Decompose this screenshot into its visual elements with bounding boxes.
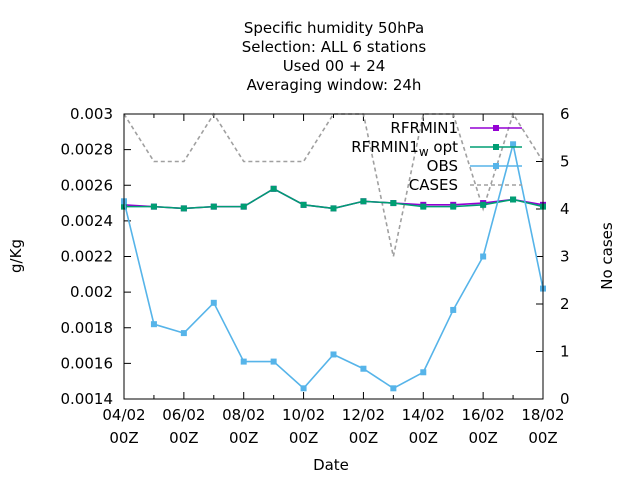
x-tick-label: 14/02 (402, 406, 445, 424)
data-point (150, 321, 157, 328)
y2-tick-label: 5 (560, 153, 570, 171)
data-point (270, 358, 277, 365)
x-tick-label: 10/02 (282, 406, 325, 424)
data-point (480, 253, 487, 260)
x-tick-label-time: 00Z (349, 429, 378, 447)
legend-label: RFRMIN1w opt (351, 138, 458, 159)
data-point (210, 299, 217, 306)
series-1 (121, 185, 546, 212)
y-tick-label: 0.0024 (61, 212, 114, 230)
legend-label-main: RFRMIN1 (351, 138, 419, 156)
y-tick-label: 0.0022 (61, 248, 114, 266)
y-tick-label: 0.002 (70, 283, 113, 301)
legend-entry: OBS (427, 157, 522, 175)
y-tick-label: 0.0026 (61, 176, 114, 194)
x-tick-label-time: 00Z (289, 429, 318, 447)
legend-entry: RFRMIN1w opt (351, 138, 522, 159)
y-axis-label: g/Kg (7, 239, 25, 273)
x-tick-label-time: 00Z (229, 429, 258, 447)
series-2 (121, 141, 546, 392)
legend-marker (493, 163, 499, 169)
data-point (510, 141, 517, 148)
data-point (360, 365, 367, 372)
data-point (300, 201, 307, 208)
x-tick-label: 12/02 (342, 406, 385, 424)
plot-frame (123, 113, 544, 400)
data-point (240, 203, 247, 210)
data-point (510, 196, 517, 203)
data-point (150, 203, 157, 210)
title-line: Averaging window: 24h (247, 76, 422, 94)
legend-label-sub: w (419, 145, 429, 159)
y2-tick-label: 2 (560, 295, 570, 313)
legend-entry: CASES (409, 176, 522, 194)
y-tick-label: 0.003 (70, 105, 113, 123)
series-3 (123, 112, 544, 257)
data-point (420, 203, 427, 210)
x-tick-label-time: 00Z (528, 429, 557, 447)
y-tick-label: 0.0016 (61, 354, 114, 372)
y-tick-label: 0.0018 (61, 319, 114, 337)
title-line: Specific humidity 50hPa (244, 19, 424, 37)
title-line: Selection: ALL 6 stations (242, 38, 427, 56)
y2-tick-label: 6 (560, 105, 570, 123)
legend-marker (493, 144, 499, 150)
legend-label-suffix: opt (429, 138, 458, 156)
x-tick-label: 08/02 (222, 406, 265, 424)
x-tick-label-time: 00Z (169, 429, 198, 447)
y2-tick-label: 3 (560, 248, 570, 266)
x-tick-label-time: 00Z (109, 429, 138, 447)
y-tick-label: 0.0014 (61, 390, 114, 408)
x-axis-label: Date (313, 456, 349, 474)
data-point (390, 200, 397, 207)
data-point (270, 185, 277, 192)
data-point (210, 203, 217, 210)
data-point (180, 205, 187, 212)
title-line: Used 00 + 24 (283, 57, 386, 75)
x-tick-label: 06/02 (162, 406, 205, 424)
x-tick-label-time: 00Z (409, 429, 438, 447)
legend-label: CASES (409, 176, 458, 194)
y2-tick-label: 4 (560, 200, 570, 218)
legend-label: OBS (427, 157, 458, 175)
y-tick-label: 0.0028 (61, 141, 114, 159)
data-point (300, 385, 307, 392)
data-point (180, 330, 187, 337)
data-point (330, 351, 337, 358)
data-point (360, 198, 367, 205)
x-tick-label: 04/02 (102, 406, 145, 424)
legend-entry: RFRMIN1 (390, 119, 522, 137)
data-point (450, 203, 457, 210)
data-point (420, 369, 427, 376)
legend-label: RFRMIN1 (390, 119, 458, 137)
legend-marker (493, 125, 499, 131)
data-point (450, 306, 457, 313)
x-tick-label: 16/02 (462, 406, 505, 424)
y-axis: 0.0014 0.0016 0.0018 0.002 0.0022 0.0024 0.002… (61, 105, 131, 408)
plot-series (121, 112, 546, 392)
data-point (390, 385, 397, 392)
x-tick-label-time: 00Z (468, 429, 497, 447)
data-point (330, 205, 337, 212)
series-line (123, 112, 544, 257)
x-tick-label: 18/02 (521, 406, 564, 424)
data-point (480, 201, 487, 208)
y2-axis: 0 1 2 3 4 5 6 (536, 105, 570, 408)
y2-tick-label: 1 (560, 343, 570, 361)
x-axis: 04/02 00Z 06/02 00Z 08/02 00Z 10/02 00Z 12/02 00Z… (102, 114, 565, 447)
y2-tick-label: 0 (560, 390, 570, 408)
y2-axis-label: No cases (598, 222, 616, 290)
data-point (240, 358, 247, 365)
